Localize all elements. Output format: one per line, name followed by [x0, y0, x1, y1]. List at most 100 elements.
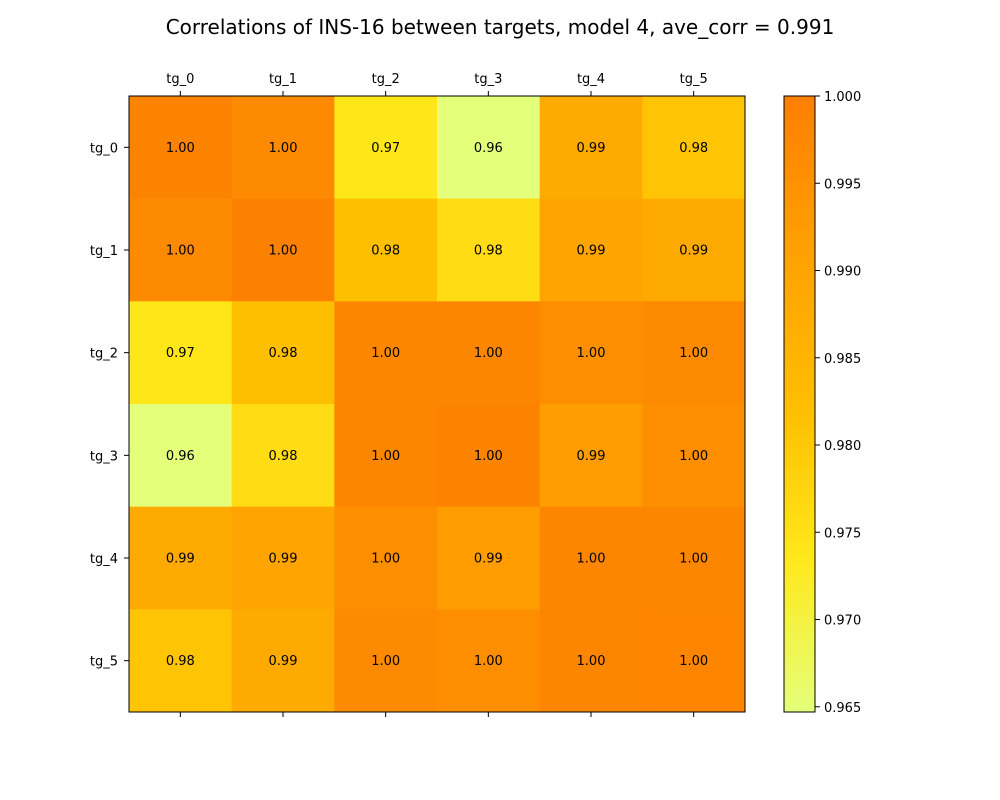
heatmap-cell [437, 198, 541, 302]
colorbar-tick-label: 0.990 [824, 265, 861, 280]
colorbar-tick-label: 0.970 [824, 614, 861, 629]
heatmap-cell-label: 1.00 [474, 654, 503, 669]
heatmap-cell [231, 96, 335, 200]
heatmap-cell-label: 1.00 [166, 244, 195, 259]
heatmap-cell-label: 0.99 [269, 654, 298, 669]
heatmap-cell-label: 0.96 [474, 141, 503, 156]
x-tick-label: tg_2 [372, 72, 400, 87]
heatmap-cell [129, 301, 233, 405]
heatmap-cell-label: 1.00 [474, 346, 503, 361]
heatmap-cell-label: 0.99 [269, 552, 298, 567]
heatmap-cell [642, 301, 746, 405]
heatmap-cell [437, 609, 541, 713]
heatmap-cell [437, 96, 541, 200]
plot-frame [128, 95, 746, 713]
heatmap-cell-label: 1.00 [577, 346, 606, 361]
heatmap-cell [539, 609, 643, 713]
y-tick-label: tg_1 [90, 244, 118, 259]
heatmap-cell [231, 301, 335, 405]
colorbar-tick-label: 0.980 [824, 439, 861, 454]
colorbar-tick-label: 0.965 [824, 701, 861, 716]
y-tick-label: tg_2 [90, 347, 118, 362]
x-tick-label: tg_5 [680, 72, 708, 87]
heatmap-cell-label: 0.98 [371, 244, 400, 259]
y-tick-label: tg_3 [90, 449, 118, 464]
heatmap-cell-label: 1.00 [577, 654, 606, 669]
heatmap-cell [129, 198, 233, 302]
heatmap-cell-label: 1.00 [269, 141, 298, 156]
heatmap-cells [129, 96, 746, 713]
heatmap-cell [129, 404, 233, 508]
heatmap-cell-label: 1.00 [269, 244, 298, 259]
y-tick-label: tg_5 [90, 655, 118, 670]
heatmap-cell [539, 404, 643, 508]
heatmap-cell-label: 1.00 [679, 346, 708, 361]
heatmap-cell [642, 609, 746, 713]
heatmap-cell-label: 0.99 [577, 141, 606, 156]
heatmap-cell [642, 198, 746, 302]
heatmap-cell-label: 1.00 [371, 552, 400, 567]
heatmap-cell-label: 0.98 [474, 244, 503, 259]
heatmap-cell [642, 96, 746, 200]
heatmap-cell-label: 0.98 [269, 449, 298, 464]
heatmap-cell [539, 96, 643, 200]
y-axis: tg_0 tg_1 tg_2 tg_3 tg_4 tg_5 [90, 141, 129, 670]
colorbar-axis: 0.965 0.970 0.975 0.980 0.985 0.990 0.995 1.000 [815, 90, 861, 716]
heatmap-cell [437, 301, 541, 405]
colorbar-tick-label: 0.995 [824, 177, 861, 192]
heatmap-cell [334, 198, 438, 302]
heatmap-cell [231, 404, 335, 508]
heatmap-cell [642, 506, 746, 610]
chart-title: Correlations of INS-16 between targets, … [166, 15, 835, 39]
heatmap-cell [129, 506, 233, 610]
heatmap-cell [334, 404, 438, 508]
heatmap-cell [231, 506, 335, 610]
heatmap-cell-label: 1.00 [577, 552, 606, 567]
heatmap-cell-label: 0.98 [166, 654, 195, 669]
y-tick-label: tg_0 [90, 141, 118, 156]
heatmap-cell-label: 0.99 [679, 244, 708, 259]
y-tick-label: tg_4 [90, 552, 118, 567]
heatmap-cell [642, 404, 746, 508]
heatmap-cell [334, 506, 438, 610]
heatmap-cell-label: 0.97 [371, 141, 400, 156]
heatmap-cell-label: 1.00 [679, 552, 708, 567]
heatmap-cell [231, 198, 335, 302]
heatmap-cell-label: 0.99 [474, 552, 503, 567]
heatmap-cell-label: 1.00 [679, 654, 708, 669]
heatmap-cell [129, 609, 233, 713]
heatmap-cell-label: 1.00 [371, 346, 400, 361]
heatmap-cell [129, 96, 233, 200]
heatmap-cell-label: 0.98 [269, 346, 298, 361]
heatmap-cell-label: 1.00 [166, 141, 195, 156]
heatmap-cell [334, 609, 438, 713]
heatmap-cell [231, 609, 335, 713]
heatmap-cell-label: 0.99 [166, 552, 195, 567]
heatmap-cell [539, 506, 643, 610]
heatmap-cell-label: 0.96 [166, 449, 195, 464]
colorbar-tick-label: 1.000 [824, 90, 861, 105]
heatmap-cell-label: 1.00 [474, 449, 503, 464]
heatmap-cell-labels: 1.00 1.00 0.97 0.96 0.99 0.98 1.00 1.00 0.98 0.98… [166, 141, 708, 669]
heatmap-cell-label: 0.99 [577, 449, 606, 464]
heatmap-cell [334, 96, 438, 200]
x-tick-label: tg_0 [166, 72, 194, 87]
heatmap-cell-label: 1.00 [371, 449, 400, 464]
heatmap-cell [334, 301, 438, 405]
heatmap-cell [437, 506, 541, 610]
heatmap-cell-label: 1.00 [679, 449, 708, 464]
heatmap-cell-label: 0.99 [577, 244, 606, 259]
heatmap-cell-label: 0.98 [679, 141, 708, 156]
x-tick-label: tg_3 [474, 72, 502, 87]
heatmap-cell [437, 404, 541, 508]
x-tick-label: tg_1 [269, 72, 297, 87]
x-tick-label: tg_4 [577, 72, 605, 87]
colorbar-tick-label: 0.985 [824, 352, 861, 367]
heatmap-cell-label: 1.00 [371, 654, 400, 669]
heatmap-cell [539, 301, 643, 405]
heatmap-cell-label: 0.97 [166, 346, 195, 361]
colorbar [783, 95, 816, 713]
x-axis: tg_0 tg_1 tg_2 tg_3 tg_4 tg_5 [166, 72, 708, 717]
colorbar-tick-label: 0.975 [824, 526, 861, 541]
